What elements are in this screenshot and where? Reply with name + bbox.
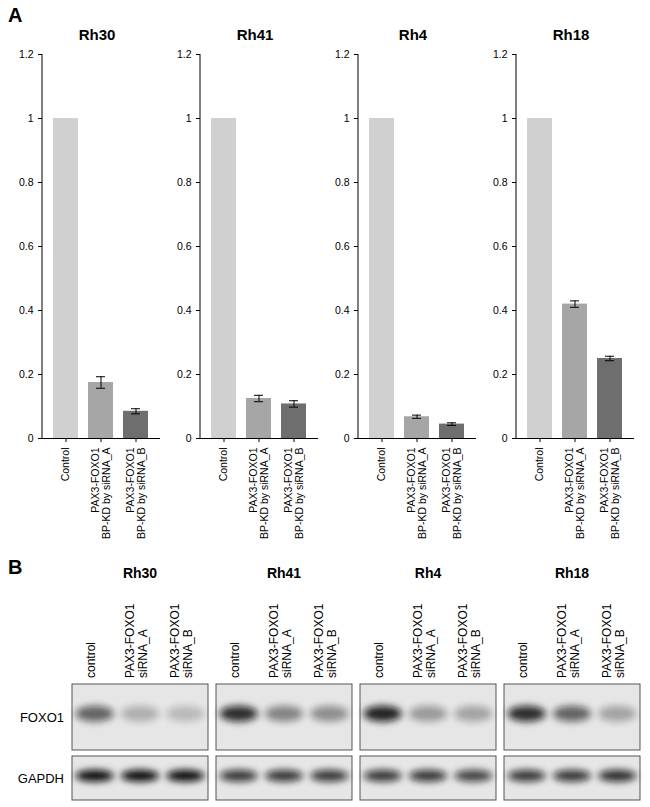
svg-text:0.4: 0.4 bbox=[177, 304, 192, 316]
svg-text:Control: Control bbox=[533, 448, 545, 482]
svg-text:PAX3-FOXO1BP-KD by siRNA_A: PAX3-FOXO1BP-KD by siRNA_A bbox=[563, 447, 586, 539]
html-text:Rh4: Rh4 bbox=[398, 26, 428, 43]
svg-text:0.4: 0.4 bbox=[493, 304, 508, 316]
svg-text:Rh18: Rh18 bbox=[555, 565, 589, 581]
svg-text:0: 0 bbox=[186, 432, 192, 444]
svg-text:control: control bbox=[516, 642, 530, 678]
svg-text:0.8: 0.8 bbox=[335, 176, 350, 188]
svg-text:0.4: 0.4 bbox=[19, 304, 34, 316]
svg-text:PAX3-FOXO1siRNA_A: PAX3-FOXO1siRNA_A bbox=[555, 603, 582, 678]
svg-text:FOXO1: FOXO1 bbox=[20, 710, 64, 725]
svg-text:1.2: 1.2 bbox=[177, 48, 192, 60]
svg-text:GAPDH: GAPDH bbox=[18, 771, 64, 786]
svg-text:0.6: 0.6 bbox=[335, 240, 350, 252]
svg-text:PAX3-FOXO1BP-KD by siRNA_A: PAX3-FOXO1BP-KD by siRNA_A bbox=[89, 447, 112, 539]
svg-text:PAX3-FOXO1BP-KD by siRNA_A: PAX3-FOXO1BP-KD by siRNA_A bbox=[247, 447, 269, 539]
html-text:B: B bbox=[8, 556, 23, 578]
svg-text:1.2: 1.2 bbox=[19, 48, 34, 60]
svg-text:0: 0 bbox=[502, 432, 508, 444]
svg-text:0.8: 0.8 bbox=[493, 176, 508, 188]
html-text:Rh41: Rh41 bbox=[236, 26, 274, 43]
svg-text:0.8: 0.8 bbox=[19, 176, 34, 188]
svg-text:control: control bbox=[372, 642, 386, 678]
svg-text:PAX3-FOXO1BP-KD by siRNA_B: PAX3-FOXO1BP-KD by siRNA_B bbox=[124, 447, 147, 539]
svg-text:Rh30: Rh30 bbox=[123, 565, 157, 581]
svg-text:0.2: 0.2 bbox=[335, 368, 350, 380]
svg-text:Rh4: Rh4 bbox=[415, 565, 442, 581]
svg-text:control: control bbox=[84, 642, 98, 678]
svg-text:1.2: 1.2 bbox=[335, 48, 350, 60]
svg-text:Control: Control bbox=[59, 448, 71, 482]
svg-text:1: 1 bbox=[28, 112, 34, 124]
svg-text:0: 0 bbox=[344, 432, 350, 444]
svg-text:PAX3-FOXO1BP-KD by siRNA_B: PAX3-FOXO1BP-KD by siRNA_B bbox=[440, 447, 463, 539]
html-text:Rh18: Rh18 bbox=[552, 26, 590, 43]
svg-text:Rh41: Rh41 bbox=[267, 565, 301, 581]
svg-text:0.8: 0.8 bbox=[177, 176, 192, 188]
svg-text:0.6: 0.6 bbox=[19, 240, 34, 252]
svg-text:PAX3-FOXO1siRNA_A: PAX3-FOXO1siRNA_A bbox=[267, 603, 294, 678]
svg-text:PAX3-FOXO1siRNA_B: PAX3-FOXO1siRNA_B bbox=[600, 603, 627, 678]
svg-text:1.2: 1.2 bbox=[493, 48, 508, 60]
svg-text:PAX3-FOXO1siRNA_B: PAX3-FOXO1siRNA_B bbox=[456, 603, 483, 678]
svg-text:0.4: 0.4 bbox=[335, 304, 350, 316]
svg-text:Control: Control bbox=[217, 448, 229, 482]
svg-text:PAX3-FOXO1siRNA_A: PAX3-FOXO1siRNA_A bbox=[123, 603, 150, 678]
svg-text:PAX3-FOXO1BP-KD by siRNA_B: PAX3-FOXO1BP-KD by siRNA_B bbox=[282, 447, 305, 539]
svg-text:control: control bbox=[228, 642, 242, 678]
svg-text:0.2: 0.2 bbox=[177, 368, 192, 380]
svg-text:1: 1 bbox=[186, 112, 192, 124]
svg-text:PAX3-FOXO1BP-KD by siRNA_A: PAX3-FOXO1BP-KD by siRNA_A bbox=[405, 447, 428, 539]
svg-text:0.6: 0.6 bbox=[493, 240, 508, 252]
svg-text:0.2: 0.2 bbox=[19, 368, 34, 380]
svg-text:1: 1 bbox=[502, 112, 508, 124]
svg-text:PAX3-FOXO1siRNA_B: PAX3-FOXO1siRNA_B bbox=[168, 603, 195, 678]
html-text:A: A bbox=[8, 4, 23, 26]
svg-text:0: 0 bbox=[28, 432, 34, 444]
svg-text:PAX3-FOXO1siRNA_B: PAX3-FOXO1siRNA_B bbox=[312, 603, 339, 678]
svg-text:0.2: 0.2 bbox=[493, 368, 508, 380]
svg-text:Control: Control bbox=[375, 448, 387, 482]
svg-text:0.6: 0.6 bbox=[177, 240, 192, 252]
svg-text:PAX3-FOXO1siRNA_A: PAX3-FOXO1siRNA_A bbox=[411, 603, 438, 678]
svg-text:1: 1 bbox=[344, 112, 350, 124]
svg-text:PAX3-FOXO1BP-KD by siRNA_B: PAX3-FOXO1BP-KD by siRNA_B bbox=[598, 447, 621, 539]
html-text:Rh30: Rh30 bbox=[78, 26, 116, 43]
